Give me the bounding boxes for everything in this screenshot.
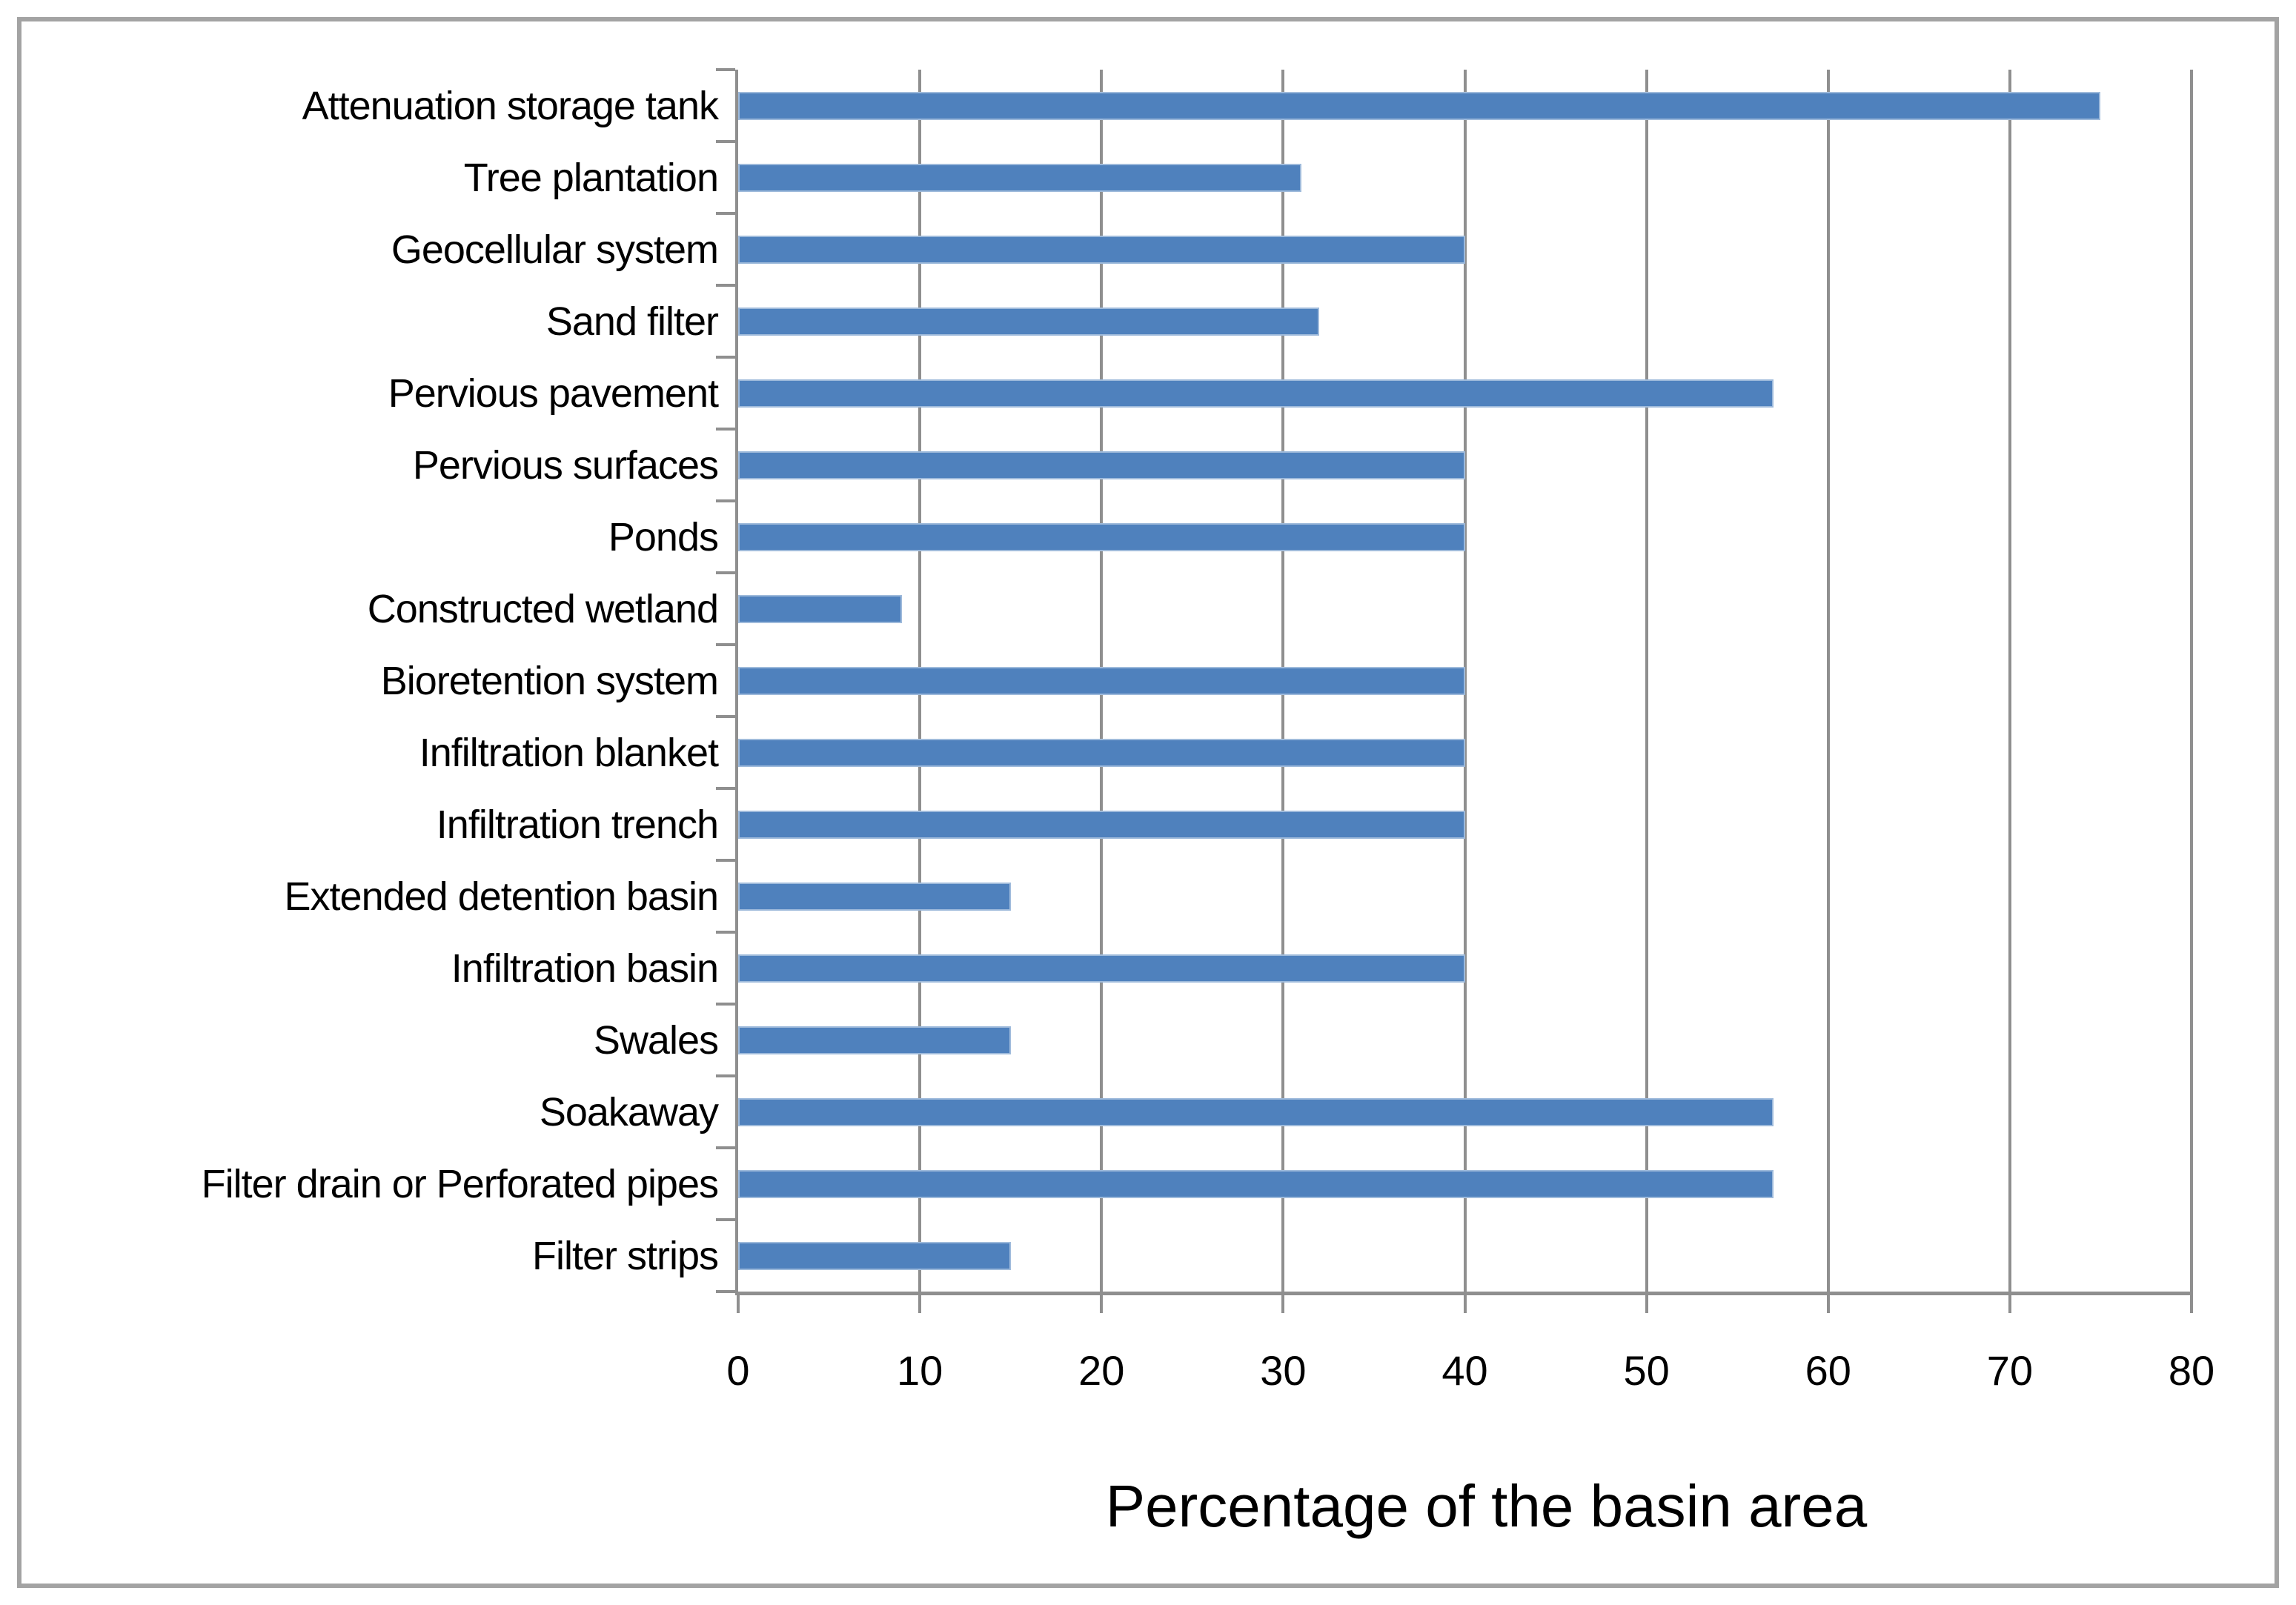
gridline bbox=[2008, 70, 2011, 1292]
bar bbox=[738, 738, 1465, 767]
value-axis-tick bbox=[1463, 1292, 1467, 1313]
category-axis-tick bbox=[716, 212, 735, 215]
category-label: Extended detention basin bbox=[284, 874, 719, 919]
category-label: Pervious pavement bbox=[388, 370, 719, 416]
category-axis-tick bbox=[716, 571, 735, 574]
chart-frame: Percentage of the basin area 0 10 20 30 40 50… bbox=[17, 17, 2279, 1588]
category-axis-tick bbox=[716, 787, 735, 790]
category-axis-tick bbox=[716, 428, 735, 431]
bar bbox=[738, 163, 1301, 192]
category-axis-tick bbox=[716, 284, 735, 287]
x-tick-label: 80 bbox=[2168, 1347, 2215, 1394]
category-axis-tick bbox=[716, 1218, 735, 1221]
value-axis-tick bbox=[1826, 1292, 1830, 1313]
category-label: Geocellular system bbox=[391, 227, 719, 272]
x-axis-title: Percentage of the basin area bbox=[1105, 1473, 1868, 1539]
category-label: Filter drain or Perforated pipes bbox=[201, 1161, 719, 1206]
gridline bbox=[1645, 70, 1648, 1292]
category-label: Constructed wetland bbox=[367, 586, 719, 631]
category-label: Bioretention system bbox=[380, 658, 719, 703]
bar bbox=[738, 522, 1465, 551]
category-label: Infiltration blanket bbox=[419, 730, 719, 775]
bar bbox=[738, 882, 1011, 911]
category-axis-line bbox=[735, 70, 738, 1295]
category-axis-tick bbox=[716, 68, 735, 71]
bar bbox=[738, 451, 1465, 479]
value-axis-tick bbox=[737, 1292, 740, 1313]
x-tick-label: 20 bbox=[1078, 1347, 1125, 1394]
category-label: Infiltration trench bbox=[436, 802, 719, 847]
category-axis-tick bbox=[716, 356, 735, 359]
x-tick-label: 30 bbox=[1260, 1347, 1307, 1394]
category-label: Infiltration basin bbox=[451, 946, 719, 991]
category-axis-tick bbox=[716, 931, 735, 934]
category-axis-tick bbox=[716, 1003, 735, 1006]
category-axis-tick bbox=[716, 643, 735, 646]
category-axis-tick bbox=[716, 1074, 735, 1077]
bar bbox=[738, 954, 1465, 983]
category-axis-tick bbox=[716, 499, 735, 502]
value-axis-tick bbox=[1281, 1292, 1285, 1313]
category-label: Filter strips bbox=[531, 1233, 719, 1278]
gridline bbox=[2190, 70, 2193, 1292]
bar bbox=[738, 379, 1774, 408]
category-label: Attenuation storage tank bbox=[302, 83, 719, 128]
category-label: Sand filter bbox=[545, 299, 719, 344]
x-tick-label: 70 bbox=[1986, 1347, 2034, 1394]
bar bbox=[738, 1241, 1011, 1270]
bar bbox=[738, 666, 1465, 695]
category-axis-tick bbox=[716, 1146, 735, 1149]
x-tick-label: 50 bbox=[1623, 1347, 1670, 1394]
value-axis-tick bbox=[918, 1292, 922, 1313]
bar bbox=[738, 1026, 1011, 1054]
bar bbox=[738, 594, 902, 623]
category-label: Pervious surfaces bbox=[412, 442, 719, 488]
category-label: Soakaway bbox=[539, 1089, 719, 1134]
bar bbox=[738, 235, 1465, 264]
bar bbox=[738, 810, 1465, 839]
bar bbox=[738, 307, 1319, 336]
category-axis-tick bbox=[716, 1290, 735, 1293]
bar bbox=[738, 1097, 1774, 1126]
value-axis-tick bbox=[1645, 1292, 1648, 1313]
value-axis-tick bbox=[2190, 1292, 2193, 1313]
bar bbox=[738, 91, 2100, 120]
x-tick-label: 10 bbox=[896, 1347, 943, 1394]
category-axis-tick bbox=[716, 140, 735, 143]
category-label: Swales bbox=[593, 1017, 719, 1063]
x-tick-label: 0 bbox=[726, 1347, 750, 1394]
category-label: Ponds bbox=[608, 514, 719, 559]
value-axis-tick bbox=[2008, 1292, 2011, 1313]
x-tick-label: 60 bbox=[1805, 1347, 1851, 1394]
value-axis-tick bbox=[1100, 1292, 1104, 1313]
gridline bbox=[1826, 70, 1830, 1292]
bar bbox=[738, 1169, 1774, 1198]
category-axis-tick bbox=[716, 715, 735, 718]
x-tick-label: 40 bbox=[1441, 1347, 1488, 1394]
category-axis-tick bbox=[716, 859, 735, 862]
category-label: Tree plantation bbox=[463, 155, 719, 200]
